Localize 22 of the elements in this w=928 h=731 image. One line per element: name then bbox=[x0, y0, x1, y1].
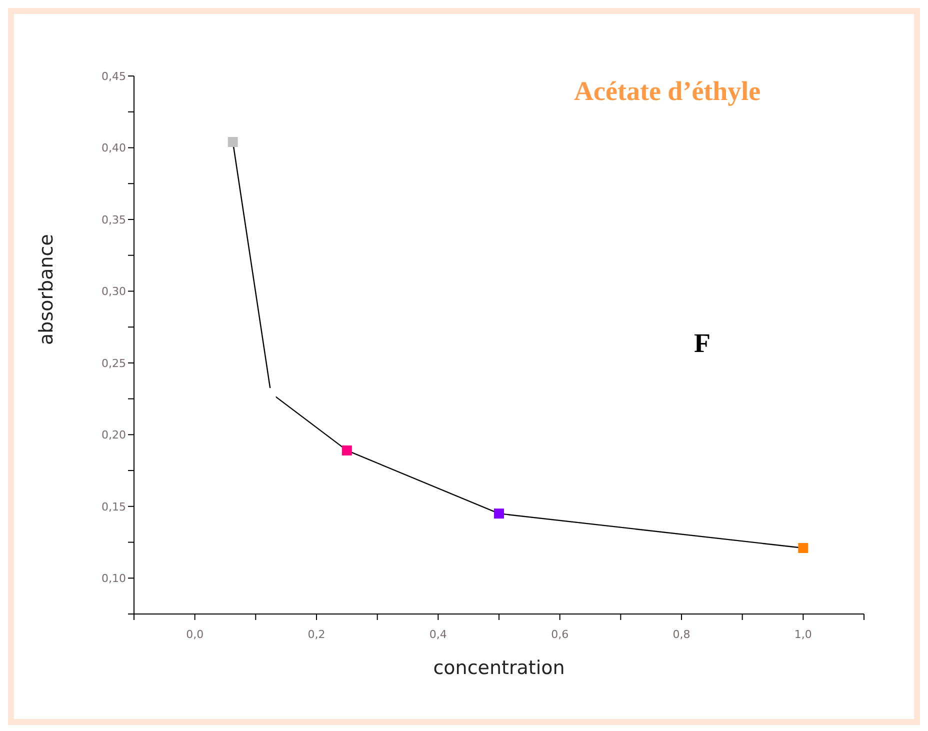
y-tick-label: 0,10 bbox=[102, 572, 126, 586]
point bbox=[798, 543, 808, 554]
y-axis-title: absorbance bbox=[36, 234, 58, 345]
y-tick-label: 0,40 bbox=[102, 142, 126, 155]
y-tick-label: 0,45 bbox=[102, 70, 126, 83]
point bbox=[342, 445, 352, 456]
point bbox=[228, 136, 238, 147]
x-tick-label: 1,0 bbox=[794, 628, 812, 641]
y-tick-label: 0,30 bbox=[102, 285, 126, 298]
x-tick-label: 0,6 bbox=[551, 628, 569, 641]
y-tick-label: 0,20 bbox=[102, 428, 126, 442]
y-tick-label: 0,15 bbox=[102, 500, 126, 514]
x-tick-label: 0,0 bbox=[186, 628, 204, 641]
y-tick-label: 0,35 bbox=[102, 213, 126, 226]
chart-title: Acétate d’éthyle bbox=[574, 76, 761, 107]
point bbox=[494, 508, 504, 519]
x-tick-label: 0,4 bbox=[429, 628, 447, 641]
y-tick-label: 0,25 bbox=[102, 356, 126, 370]
annotation: F bbox=[694, 328, 710, 359]
x-tick-label: 0,2 bbox=[308, 628, 326, 641]
x-axis-title: concentration bbox=[433, 657, 565, 679]
x-tick-label: 0,8 bbox=[672, 628, 690, 641]
